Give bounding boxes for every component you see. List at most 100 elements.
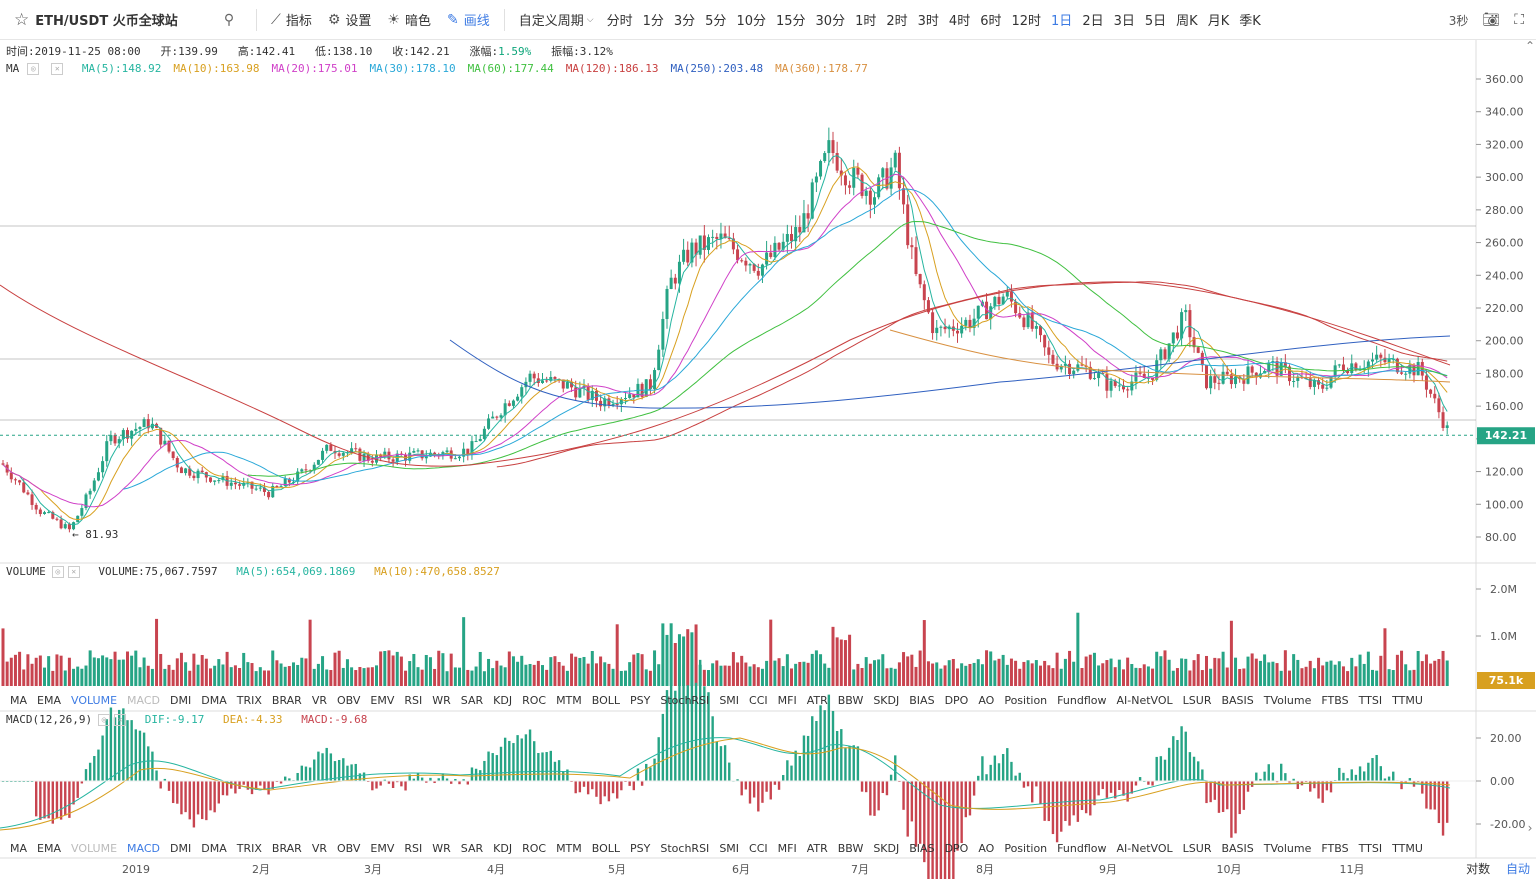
indicator-tab-ttmu[interactable]: TTMU bbox=[1392, 693, 1423, 707]
scroll-right-icon[interactable]: › bbox=[1528, 821, 1533, 835]
theme-button[interactable]: ☀ 暗色 bbox=[379, 10, 439, 30]
indicator-tab-position[interactable]: Position bbox=[1004, 693, 1048, 707]
indicator-tab-sar[interactable]: SAR bbox=[460, 841, 484, 855]
indicator-tab-bbw[interactable]: BBW bbox=[837, 693, 864, 707]
period-16[interactable]: 5日 bbox=[1144, 14, 1167, 29]
indicator-tab-bias[interactable]: BIAS bbox=[909, 693, 935, 707]
period-13[interactable]: 1日 bbox=[1051, 14, 1073, 29]
fullscreen-icon[interactable]: ⛶ bbox=[1514, 12, 1524, 28]
indicator-tab-roc[interactable]: ROC bbox=[522, 841, 547, 855]
indicator-tab-volume[interactable]: VOLUME bbox=[70, 693, 118, 707]
indicator-tab-ftbs[interactable]: FTBS bbox=[1321, 841, 1349, 855]
indicator-tab-rsi[interactable]: RSI bbox=[404, 693, 423, 707]
indicator-tab-fundflow[interactable]: Fundflow bbox=[1057, 693, 1107, 707]
indicator-tab-psy[interactable]: PSY bbox=[630, 841, 651, 855]
period-8[interactable]: 2时 bbox=[886, 14, 908, 29]
scroll-up-icon[interactable]: ⌃ bbox=[1525, 39, 1535, 53]
indicator-tab-dma[interactable]: DMA bbox=[201, 841, 227, 855]
period-5[interactable]: 15分 bbox=[775, 14, 806, 29]
period-15[interactable]: 3日 bbox=[1113, 14, 1135, 29]
indicator-tab-roc[interactable]: ROC bbox=[522, 693, 547, 707]
eye-icon[interactable]: ◎ bbox=[98, 714, 111, 726]
indicator-tab-stochrsi[interactable]: StochRSI bbox=[660, 693, 710, 707]
indicator-tab-psy[interactable]: PSY bbox=[630, 693, 651, 707]
period-18[interactable]: 月K bbox=[1207, 14, 1230, 29]
indicator-tab-obv[interactable]: OBV bbox=[337, 693, 361, 707]
indicator-tab-ai-netvol[interactable]: AI-NetVOL bbox=[1116, 693, 1173, 707]
indicator-tab-atr[interactable]: ATR bbox=[806, 841, 828, 855]
symbol-selector[interactable]: ☆ ETH/USDT 火币全球站 bbox=[0, 10, 240, 30]
indicator-tab-ttsi[interactable]: TTSI bbox=[1358, 841, 1383, 855]
indicator-tab-dmi[interactable]: DMI bbox=[170, 693, 192, 707]
indicator-tab-boll[interactable]: BOLL bbox=[591, 841, 621, 855]
period-11[interactable]: 6时 bbox=[980, 14, 1002, 29]
period-6[interactable]: 30分 bbox=[815, 14, 846, 29]
indicator-tab-emv[interactable]: EMV bbox=[370, 693, 395, 707]
indicator-tab-ao[interactable]: AO bbox=[978, 693, 995, 707]
indicator-tab-bbw[interactable]: BBW bbox=[837, 841, 864, 855]
indicator-tab-emv[interactable]: EMV bbox=[370, 841, 395, 855]
period-17[interactable]: 周K bbox=[1176, 14, 1198, 29]
period-0[interactable]: 分时 bbox=[606, 14, 633, 29]
indicator-tab-volume[interactable]: VOLUME bbox=[70, 841, 118, 855]
period-2[interactable]: 3分 bbox=[673, 14, 696, 29]
camera-icon[interactable]: 📷︎ bbox=[1482, 12, 1501, 28]
close-icon[interactable]: ✕ bbox=[51, 63, 64, 75]
period-9[interactable]: 3时 bbox=[917, 14, 939, 29]
indicator-tab-basis[interactable]: BASIS bbox=[1221, 841, 1254, 855]
indicator-tab-fundflow[interactable]: Fundflow bbox=[1057, 841, 1107, 855]
indicator-tab-basis[interactable]: BASIS bbox=[1221, 693, 1254, 707]
indicator-tab-obv[interactable]: OBV bbox=[337, 841, 361, 855]
indicator-tab-ai-netvol[interactable]: AI-NetVOL bbox=[1116, 841, 1173, 855]
refresh-interval[interactable]: 3秒 bbox=[1448, 13, 1469, 28]
indicator-tab-mtm[interactable]: MTM bbox=[556, 693, 582, 707]
indicator-tab-rsi[interactable]: RSI bbox=[404, 841, 423, 855]
indicator-tab-vr[interactable]: VR bbox=[311, 693, 327, 707]
indicator-tab-ttsi[interactable]: TTSI bbox=[1358, 693, 1383, 707]
period-7[interactable]: 1时 bbox=[855, 14, 877, 29]
auto-scale-toggle[interactable]: 自动 bbox=[1505, 862, 1530, 876]
indicator-tab-atr[interactable]: ATR bbox=[806, 693, 828, 707]
indicator-tab-mfi[interactable]: MFI bbox=[777, 693, 797, 707]
indicators-button[interactable]: ⟋ 指标 bbox=[263, 10, 320, 30]
indicator-tab-dmi[interactable]: DMI bbox=[170, 841, 192, 855]
custom-period-dropdown[interactable]: 自定义周期 ⌵ bbox=[511, 10, 602, 29]
indicator-tab-brar[interactable]: BRAR bbox=[271, 693, 302, 707]
eye-icon[interactable]: ◎ bbox=[27, 63, 40, 75]
indicator-tab-skdj[interactable]: SKDJ bbox=[873, 693, 900, 707]
indicator-tab-sar[interactable]: SAR bbox=[460, 693, 484, 707]
period-10[interactable]: 4时 bbox=[948, 14, 971, 29]
log-scale-toggle[interactable]: 对数 bbox=[1466, 862, 1491, 876]
indicator-tab-ema[interactable]: EMA bbox=[37, 841, 61, 855]
search-icon[interactable]: ⚲ bbox=[223, 11, 235, 28]
indicator-tab-cci[interactable]: CCI bbox=[749, 693, 768, 707]
indicator-tab-dma[interactable]: DMA bbox=[201, 693, 227, 707]
close-icon[interactable]: ✕ bbox=[114, 714, 127, 726]
period-1[interactable]: 1分 bbox=[642, 14, 664, 29]
indicator-tab-tvolume[interactable]: TVolume bbox=[1263, 841, 1312, 855]
eye-icon[interactable]: ◎ bbox=[51, 566, 64, 578]
draw-button[interactable]: ✎ 画线 bbox=[439, 10, 498, 30]
indicator-tab-smi[interactable]: SMI bbox=[719, 693, 740, 707]
period-12[interactable]: 12时 bbox=[1011, 14, 1042, 29]
indicator-tab-dpo[interactable]: DPO bbox=[944, 693, 969, 707]
indicator-tab-macd[interactable]: MACD bbox=[127, 693, 161, 707]
indicator-tab-lsur[interactable]: LSUR bbox=[1182, 841, 1212, 855]
period-4[interactable]: 10分 bbox=[736, 14, 766, 29]
indicator-tab-ttmu[interactable]: TTMU bbox=[1392, 841, 1423, 855]
indicator-tab-bias[interactable]: BIAS bbox=[909, 841, 935, 855]
indicator-tab-wr[interactable]: WR bbox=[432, 841, 451, 855]
indicator-tab-cci[interactable]: CCI bbox=[749, 841, 768, 855]
indicator-tab-mtm[interactable]: MTM bbox=[556, 841, 582, 855]
indicator-tab-lsur[interactable]: LSUR bbox=[1182, 693, 1212, 707]
indicator-tab-vr[interactable]: VR bbox=[311, 841, 327, 855]
indicator-tab-trix[interactable]: TRIX bbox=[236, 693, 262, 707]
indicator-tab-ma[interactable]: MA bbox=[10, 841, 28, 855]
period-19[interactable]: 季K bbox=[1239, 14, 1261, 29]
indicator-tab-ao[interactable]: AO bbox=[978, 841, 995, 855]
indicator-tab-ftbs[interactable]: FTBS bbox=[1321, 693, 1349, 707]
indicator-tab-wr[interactable]: WR bbox=[432, 693, 451, 707]
close-icon[interactable]: ✕ bbox=[67, 566, 80, 578]
indicator-tab-mfi[interactable]: MFI bbox=[777, 841, 797, 855]
